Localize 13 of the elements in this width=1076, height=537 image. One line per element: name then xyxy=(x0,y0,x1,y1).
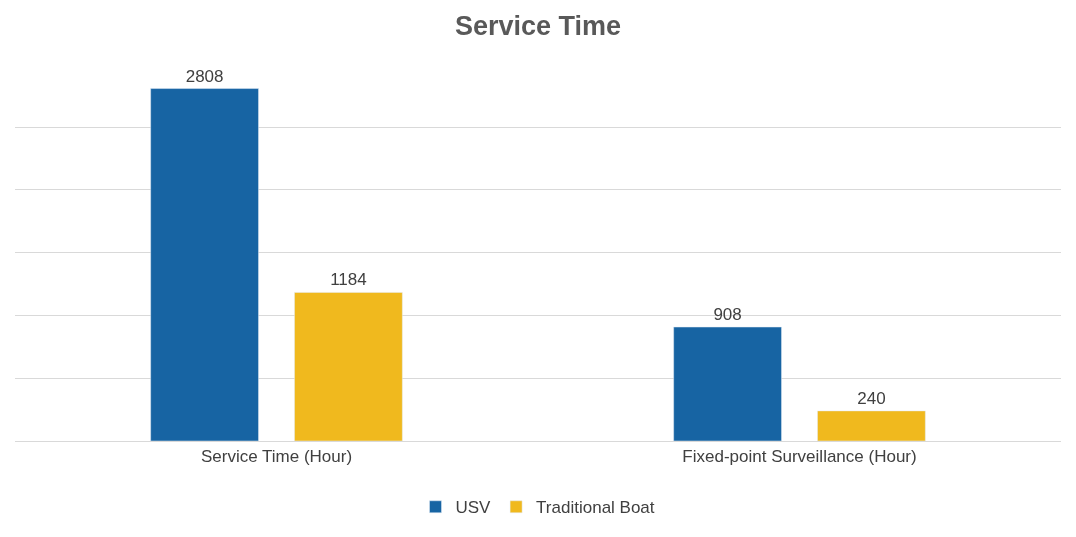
data-label: 908 xyxy=(713,305,742,325)
legend-label: Traditional Boat xyxy=(536,498,655,518)
data-label: 1184 xyxy=(330,270,367,290)
data-label: 240 xyxy=(857,388,886,408)
bar xyxy=(294,292,403,441)
bar xyxy=(673,326,782,441)
data-label: 2808 xyxy=(185,66,224,86)
bar xyxy=(817,410,926,441)
x-tick-label: Service Time (Hour) xyxy=(200,447,353,467)
x-tick-label: Fixed-point Surveillance (Hour) xyxy=(682,447,917,467)
chart-title: Service Time xyxy=(454,11,622,42)
bar xyxy=(150,88,259,441)
legend-label: USV xyxy=(455,498,492,518)
